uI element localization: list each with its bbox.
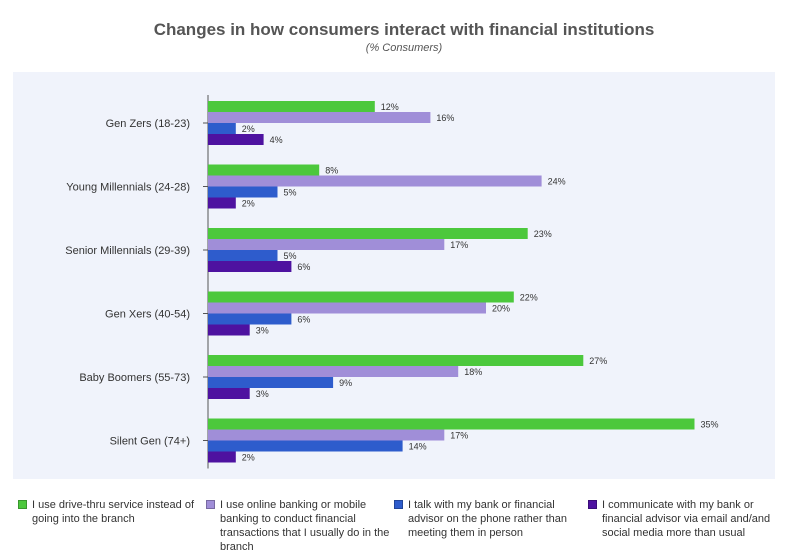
legend-label-online-banking: I use online banking or mobile banking t… bbox=[220, 499, 390, 553]
legend-item-phone: I talk with my bank or financial advisor… bbox=[394, 498, 576, 540]
data-label-senior-millennials-29-39-series-3: 5% bbox=[284, 251, 297, 261]
legend-item-email-social: I communicate with my bank or financial … bbox=[588, 498, 778, 540]
legend-item-online-banking: I use online banking or mobile banking t… bbox=[206, 498, 398, 554]
chart-subtitle: (% Consumers) bbox=[365, 42, 443, 54]
data-label-silent-gen-74-series-3: 14% bbox=[409, 442, 427, 452]
legend-swatch-drive-thru bbox=[18, 500, 27, 509]
chart-title: Changes in how consumers interact with f… bbox=[153, 20, 655, 39]
bar-baby-boomers-55-73-series-1 bbox=[208, 355, 584, 366]
category-label-senior-millennials-29-39: Senior Millennials (29-39) bbox=[65, 245, 190, 257]
data-label-silent-gen-74-series-1: 35% bbox=[701, 420, 719, 430]
legend-swatch-online-banking bbox=[206, 500, 215, 509]
data-label-gen-xers-40-54-series-1: 22% bbox=[520, 293, 538, 303]
bar-senior-millennials-29-39-series-3 bbox=[208, 250, 278, 261]
bar-gen-zers-18-23-series-2 bbox=[208, 112, 431, 123]
bar-silent-gen-74-series-3 bbox=[208, 440, 403, 452]
data-label-baby-boomers-55-73-series-2: 18% bbox=[464, 367, 482, 377]
bar-gen-xers-40-54-series-2 bbox=[208, 302, 486, 314]
bar-young-millennials-24-28-series-4 bbox=[208, 197, 236, 209]
category-label-young-millennials-24-28: Young Millennials (24-28) bbox=[66, 182, 190, 194]
bar-young-millennials-24-28-series-1 bbox=[208, 164, 320, 176]
legend-label-phone: I talk with my bank or financial advisor… bbox=[408, 499, 568, 539]
bar-young-millennials-24-28-series-3 bbox=[208, 186, 278, 198]
legend-swatch-phone bbox=[394, 500, 403, 509]
data-label-silent-gen-74-series-2: 17% bbox=[450, 431, 468, 441]
legend: I use drive-thru service instead of goin… bbox=[18, 498, 790, 553]
bar-baby-boomers-55-73-series-3 bbox=[208, 377, 334, 388]
data-label-senior-millennials-29-39-series-4: 6% bbox=[297, 262, 310, 272]
data-label-senior-millennials-29-39-series-2: 17% bbox=[450, 240, 468, 250]
bar-gen-zers-18-23-series-4 bbox=[208, 134, 264, 145]
bar-senior-millennials-29-39-series-4 bbox=[208, 261, 292, 272]
data-label-young-millennials-24-28-series-4: 2% bbox=[242, 199, 255, 209]
data-label-gen-xers-40-54-series-2: 20% bbox=[492, 304, 510, 314]
data-label-baby-boomers-55-73-series-4: 3% bbox=[256, 389, 269, 399]
data-label-gen-zers-18-23-series-1: 12% bbox=[381, 102, 399, 112]
bar-baby-boomers-55-73-series-2 bbox=[208, 366, 459, 377]
plot-area: Gen Zers (18-23) 12% 16% 2% 4% Young Millenni… bbox=[13, 72, 775, 479]
legend-swatch-email-social bbox=[588, 500, 597, 509]
legend-label-drive-thru: I use drive-thru service instead of goin… bbox=[32, 499, 195, 525]
bar-gen-zers-18-23-series-1 bbox=[208, 101, 375, 112]
data-label-silent-gen-74-series-4: 2% bbox=[242, 453, 255, 463]
bar-young-millennials-24-28-series-2 bbox=[208, 175, 542, 187]
bar-silent-gen-74-series-2 bbox=[208, 429, 445, 441]
category-label-baby-boomers-55-73: Baby Boomers (55-73) bbox=[79, 372, 190, 384]
data-label-young-millennials-24-28-series-1: 8% bbox=[325, 166, 338, 176]
data-label-gen-xers-40-54-series-4: 3% bbox=[256, 326, 269, 336]
bar-gen-xers-40-54-series-3 bbox=[208, 313, 292, 325]
legend-label-email-social: I communicate with my bank or financial … bbox=[602, 499, 771, 539]
legend-item-drive-thru: I use drive-thru service instead of goin… bbox=[18, 498, 203, 526]
bar-senior-millennials-29-39-series-1 bbox=[208, 228, 528, 239]
data-label-young-millennials-24-28-series-3: 5% bbox=[284, 188, 297, 198]
bar-gen-zers-18-23-series-3 bbox=[208, 123, 236, 134]
bar-silent-gen-74-series-4 bbox=[208, 451, 236, 463]
bar-chart: Gen Zers (18-23) 12% 16% 2% 4% Young Millenni… bbox=[65, 95, 719, 469]
data-label-baby-boomers-55-73-series-1: 27% bbox=[589, 356, 607, 366]
data-label-senior-millennials-29-39-series-1: 23% bbox=[534, 229, 552, 239]
data-label-gen-xers-40-54-series-3: 6% bbox=[297, 315, 310, 325]
data-label-young-millennials-24-28-series-2: 24% bbox=[548, 177, 566, 187]
bar-baby-boomers-55-73-series-4 bbox=[208, 388, 250, 399]
data-label-gen-zers-18-23-series-4: 4% bbox=[270, 135, 283, 145]
data-label-baby-boomers-55-73-series-3: 9% bbox=[339, 378, 352, 388]
category-label-silent-gen-74: Silent Gen (74+) bbox=[110, 436, 190, 448]
bar-senior-millennials-29-39-series-2 bbox=[208, 239, 445, 250]
data-label-gen-zers-18-23-series-2: 16% bbox=[436, 113, 454, 123]
bar-gen-xers-40-54-series-4 bbox=[208, 324, 250, 336]
category-label-gen-xers-40-54: Gen Xers (40-54) bbox=[105, 309, 190, 321]
data-label-gen-zers-18-23-series-3: 2% bbox=[242, 124, 255, 134]
category-label-gen-zers-18-23: Gen Zers (18-23) bbox=[106, 118, 190, 130]
bar-gen-xers-40-54-series-1 bbox=[208, 291, 514, 303]
bar-silent-gen-74-series-1 bbox=[208, 418, 695, 430]
